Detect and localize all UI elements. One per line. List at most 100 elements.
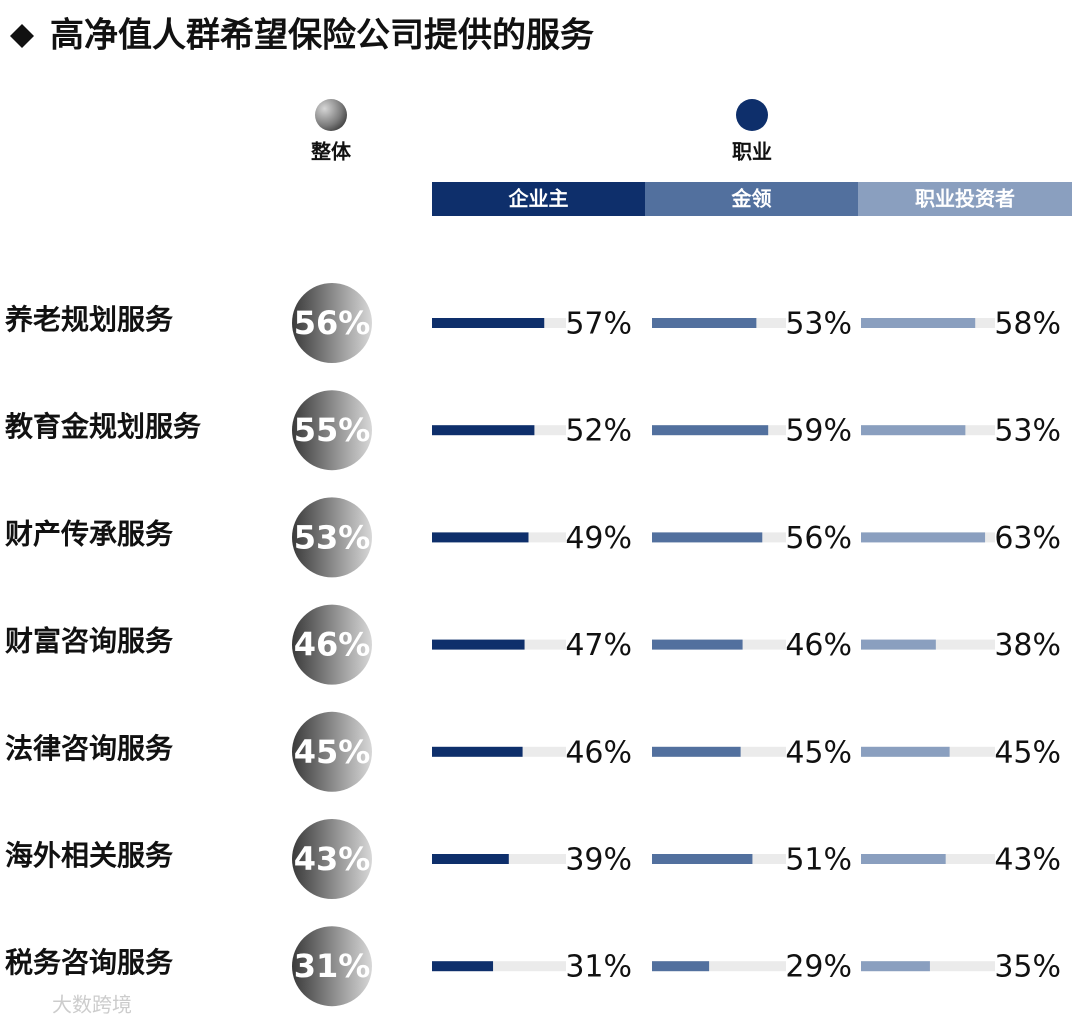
category-label: 教育金规划服务 [5,410,201,443]
label-bg [995,843,1065,875]
title-icon [10,24,34,48]
value-label: 45% [785,735,852,770]
value-label: 56% [785,521,852,556]
value-label: 47% [565,628,632,663]
label-bg [786,950,856,983]
label-bg [786,628,856,661]
bar-track [652,961,810,972]
category-label: 养老规划服务 [5,303,173,336]
label-bg [566,521,636,554]
value-label: 35% [994,950,1061,985]
value-label: 43% [994,843,1061,878]
label-bg [566,414,636,447]
value-label: 49% [565,521,632,556]
overall-circle [292,711,372,792]
category-label: 税务咨询服务 [5,946,173,979]
value-label: 59% [785,414,852,449]
bar [432,746,523,757]
overall-label: 43% [294,840,371,878]
value-label: 31% [565,950,632,985]
bar [652,425,769,436]
category-label: 财富咨询服务 [5,625,173,658]
bar [432,961,494,972]
header-bar [645,182,858,216]
legend-swatch [736,99,768,131]
overall-circle [292,604,372,685]
bar [861,854,946,864]
overall-circle [292,926,372,1007]
value-label: 45% [994,735,1061,770]
bar [861,532,986,543]
label-bg [995,950,1065,983]
bar [432,854,509,864]
bar [861,425,966,436]
bar [861,961,930,972]
label-bg [566,735,636,768]
overall-label: 56% [294,304,371,342]
value-label: 29% [785,950,852,985]
bar-track [432,854,590,864]
label-bg [995,414,1065,447]
bar [652,854,753,864]
value-label: 53% [785,307,852,342]
label-bg [995,628,1065,661]
value-label: 46% [565,735,632,770]
bar [652,318,757,328]
bar [861,746,950,757]
bar [652,639,743,650]
label-bg [995,521,1065,554]
chart-title: 高净值人群希望保险公司提供的服务 [50,16,594,56]
header-label: 金领 [731,187,772,211]
bar [652,746,741,757]
value-label: 46% [785,628,852,663]
category-label: 法律咨询服务 [5,732,173,765]
value-label: 39% [565,843,632,878]
value-label: 51% [785,843,852,878]
bar [861,639,936,650]
value-label: 52% [565,414,632,449]
label-bg [566,950,636,983]
bar-track [861,639,1019,650]
bar [861,318,976,328]
bar [432,532,529,543]
bar [432,318,545,328]
header-label: 企业主 [508,187,569,211]
category-label: 海外相关服务 [5,839,173,872]
bar-track [432,961,590,972]
value-label: 38% [994,628,1061,663]
label-bg [786,843,856,875]
legend-label: 整体 [310,140,352,164]
legend-swatch [315,99,347,131]
bar-track [861,961,1019,972]
overall-label: 46% [294,626,371,664]
bar [432,425,535,436]
label-bg [786,414,856,447]
value-label: 53% [994,414,1061,449]
label-bg [786,307,856,339]
label-bg [786,735,856,768]
value-label: 57% [565,307,632,342]
label-bg [566,307,636,339]
overall-circle [292,390,372,471]
label-bg [786,521,856,554]
overall-circle [292,497,372,578]
legend-label: 职业 [732,140,772,164]
bar [432,639,525,650]
header-bar [858,182,1072,216]
watermark: 大数跨境 [52,993,132,1017]
overall-label: 45% [294,733,371,771]
header-label: 职业投资者 [915,187,1015,211]
overall-circle [292,819,372,899]
bar [652,532,763,543]
category-label: 财产传承服务 [5,517,173,550]
label-bg [995,307,1065,339]
overall-label: 55% [294,411,371,449]
value-label: 63% [994,521,1061,556]
header-bar [432,182,645,216]
overall-circle [292,283,372,363]
label-bg [995,735,1065,768]
label-bg [566,628,636,661]
overall-label: 53% [294,518,371,556]
label-bg [566,843,636,875]
